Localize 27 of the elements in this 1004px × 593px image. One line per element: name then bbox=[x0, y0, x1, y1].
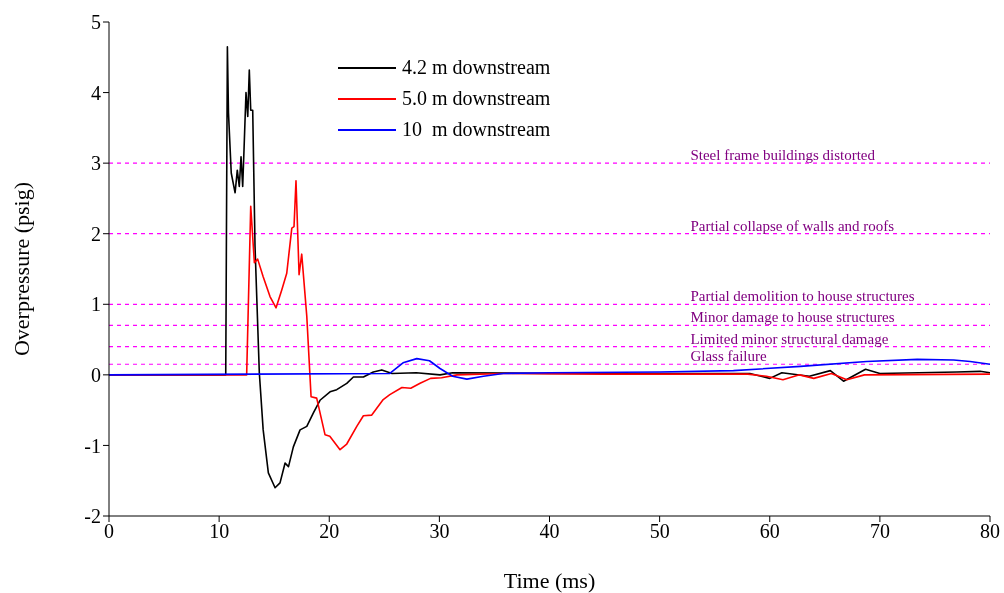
x-tick-label: 40 bbox=[539, 520, 560, 543]
x-tick-label: 80 bbox=[980, 520, 1000, 543]
y-tick-label: 0 bbox=[91, 363, 101, 386]
x-tick-label: 30 bbox=[429, 520, 450, 543]
ref-line-label: Partial collapse of walls and roofs bbox=[690, 217, 895, 234]
y-tick-label: 3 bbox=[91, 152, 101, 175]
legend-label: 5.0 m downstream bbox=[402, 87, 551, 110]
x-tick-label: 10 bbox=[209, 520, 230, 543]
ref-line-label: Steel frame buildings distorted bbox=[690, 147, 876, 164]
x-tick-label: 50 bbox=[649, 520, 670, 543]
y-tick-label: -1 bbox=[84, 434, 101, 457]
ref-line-label: Glass failure bbox=[690, 348, 768, 365]
x-tick-label: 20 bbox=[319, 520, 340, 543]
y-tick-label: 4 bbox=[91, 81, 101, 104]
legend-label: 10 m downstream bbox=[402, 118, 551, 141]
x-tick-label: 70 bbox=[869, 520, 890, 543]
y-tick-label: 2 bbox=[91, 222, 101, 245]
ref-line-label: Limited minor structural damage bbox=[690, 330, 889, 347]
y-tick-label: -2 bbox=[84, 505, 101, 528]
y-tick-label: 1 bbox=[91, 293, 101, 316]
y-tick-label: 5 bbox=[91, 11, 101, 34]
x-axis-title: Time (ms) bbox=[503, 568, 596, 593]
ref-line-label: Minor damage to house structures bbox=[690, 309, 895, 326]
ref-line-label: Partial demolition to house structures bbox=[690, 288, 915, 305]
y-axis-title: Overpressure (psig) bbox=[8, 181, 34, 357]
legend-label: 4.2 m downstream bbox=[402, 56, 551, 79]
x-tick-label: 60 bbox=[759, 520, 780, 543]
